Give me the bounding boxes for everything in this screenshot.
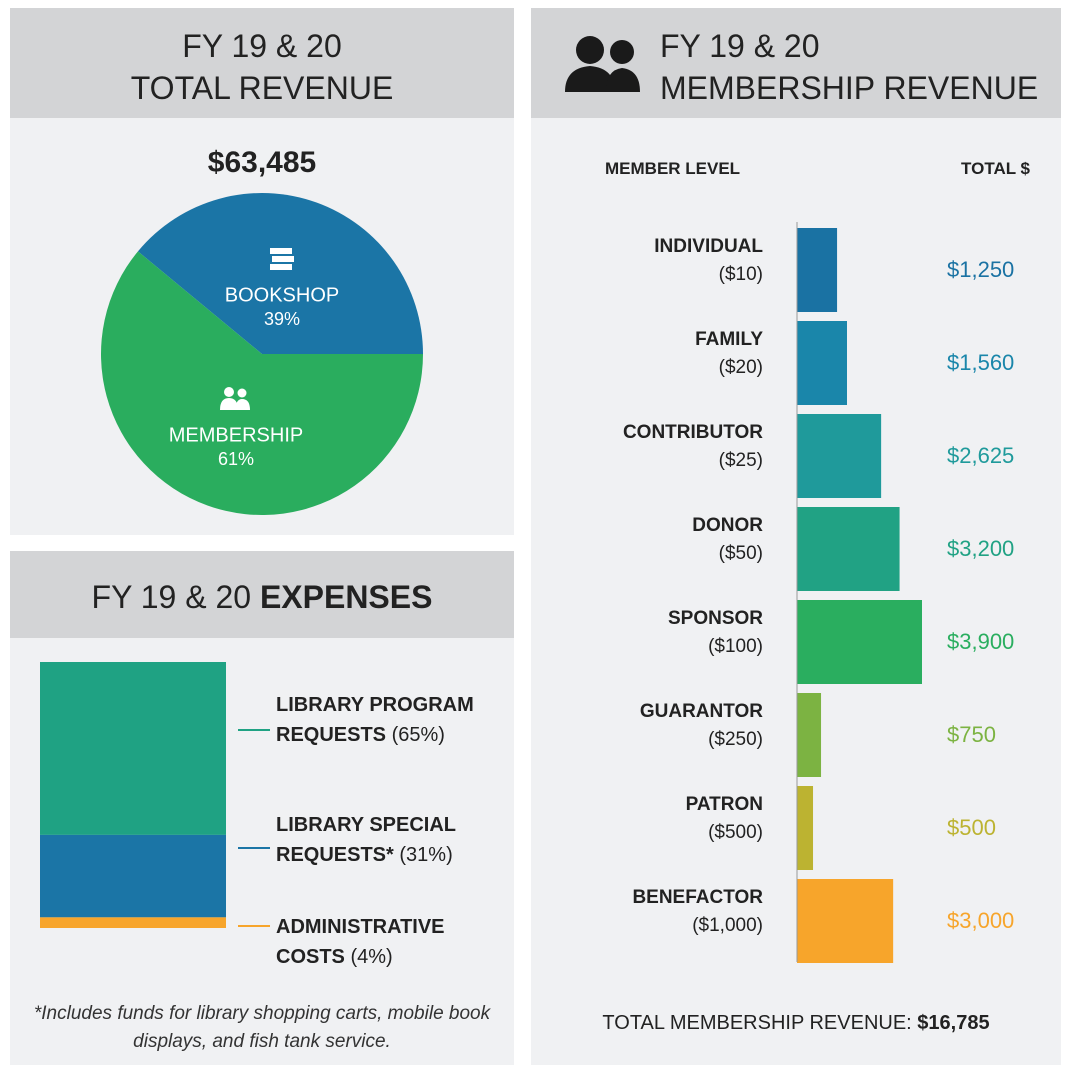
category-price: ($250) bbox=[708, 729, 763, 750]
people-icon bbox=[220, 398, 238, 410]
revenue-title-emphasis: TOTAL REVENUE bbox=[130, 70, 394, 106]
header-people-icon bbox=[565, 36, 640, 92]
people-icon bbox=[237, 388, 247, 398]
value-label: $1,250 bbox=[947, 257, 1015, 282]
category-price: ($20) bbox=[718, 357, 763, 378]
book-icon bbox=[270, 264, 292, 270]
legend-name: LIBRARY PROGRAM REQUESTS bbox=[276, 694, 474, 746]
value-label: $2,625 bbox=[947, 443, 1015, 468]
category-label: DONOR ($50) bbox=[692, 512, 763, 568]
category-name: FAMILY bbox=[695, 329, 763, 350]
legend-entry: LIBRARY SPECIAL REQUESTS* (31%) bbox=[276, 810, 481, 870]
category-price: ($25) bbox=[718, 450, 763, 471]
category-name: BENEFACTOR bbox=[632, 887, 763, 908]
stack-segment bbox=[40, 662, 226, 835]
value-label: $3,900 bbox=[947, 629, 1015, 654]
bar bbox=[797, 786, 814, 870]
book-icon bbox=[272, 256, 294, 262]
revenue-title: FY 19 & 20 bbox=[182, 28, 342, 64]
legend-entry: LIBRARY PROGRAM REQUESTS (65%) bbox=[276, 690, 481, 750]
category-label: GUARANTOR ($250) bbox=[640, 698, 763, 754]
stack-segment bbox=[40, 834, 226, 918]
bar bbox=[797, 507, 900, 591]
revenue-header bbox=[10, 8, 514, 118]
category-price: ($500) bbox=[708, 822, 763, 843]
total-value: $16,785 bbox=[917, 1012, 990, 1034]
value-heading: TOTAL $ bbox=[961, 159, 1030, 178]
category-price: ($50) bbox=[718, 543, 763, 564]
category-name: PATRON bbox=[685, 794, 763, 815]
value-label: $500 bbox=[947, 815, 996, 840]
stack-segment bbox=[40, 917, 226, 928]
pie-value: 39% bbox=[264, 309, 300, 329]
legend-name: ADMINISTRATIVE COSTS bbox=[276, 916, 445, 968]
book-icon bbox=[270, 248, 292, 254]
expenses-title-text: FY 19 & 20 bbox=[91, 579, 252, 615]
expenses-header bbox=[10, 551, 514, 638]
category-name: SPONSOR bbox=[667, 608, 763, 629]
bar bbox=[797, 228, 838, 312]
people-icon bbox=[224, 387, 234, 397]
total-label: TOTAL MEMBERSHIP REVENUE: bbox=[602, 1012, 912, 1034]
value-label: $1,560 bbox=[947, 350, 1015, 375]
footnote: *Includes funds for library shopping car… bbox=[33, 1003, 491, 1052]
pie-slice bbox=[100, 251, 424, 515]
membership-title: FY 19 & 20 bbox=[660, 28, 820, 64]
value-label: $750 bbox=[947, 722, 996, 747]
membership-title-emphasis: MEMBERSHIP REVENUE bbox=[660, 70, 1039, 106]
bar bbox=[797, 879, 894, 963]
category-label: PATRON ($500) bbox=[686, 791, 763, 847]
bar bbox=[797, 600, 922, 684]
category-price: ($1,000) bbox=[692, 915, 763, 936]
pie-slice bbox=[137, 193, 423, 354]
category-name: INDIVIDUAL bbox=[654, 236, 763, 257]
people-icon bbox=[235, 399, 250, 410]
legend-value: (4%) bbox=[350, 946, 393, 968]
category-label: INDIVIDUAL ($10) bbox=[654, 233, 763, 289]
pie-label: MEMBERSHIP bbox=[169, 424, 303, 446]
category-name: GUARANTOR bbox=[639, 701, 763, 722]
membership-panel bbox=[531, 8, 1061, 1065]
category-label: CONTRIBUTOR ($25) bbox=[623, 419, 763, 475]
legend-value: (65%) bbox=[391, 724, 445, 746]
category-label: FAMILY ($20) bbox=[695, 326, 763, 382]
category-heading: MEMBER LEVEL bbox=[605, 159, 741, 178]
value-label: $3,200 bbox=[947, 536, 1015, 561]
revenue-total: $63,485 bbox=[207, 146, 317, 179]
value-label: $3,000 bbox=[947, 908, 1015, 933]
bar bbox=[797, 414, 882, 498]
legend-value: (31%) bbox=[399, 844, 453, 866]
bar bbox=[797, 693, 822, 777]
category-name: CONTRIBUTOR bbox=[622, 422, 763, 443]
pie-label: BOOKSHOP bbox=[225, 284, 339, 306]
legend-entry: ADMINISTRATIVE COSTS (4%) bbox=[276, 912, 481, 972]
category-label: BENEFACTOR ($1,000) bbox=[632, 884, 763, 940]
legend-name: LIBRARY SPECIAL REQUESTS* bbox=[276, 814, 456, 866]
category-label: SPONSOR ($100) bbox=[668, 605, 763, 661]
expenses-title-emphasis: EXPENSES bbox=[259, 579, 433, 615]
pie-value: 61% bbox=[218, 449, 254, 469]
expenses-title: FY 19 & 20 EXPENSES bbox=[10, 577, 514, 617]
bar bbox=[797, 321, 847, 405]
category-price: ($10) bbox=[718, 264, 763, 285]
category-name: DONOR bbox=[692, 515, 763, 536]
membership-total: TOTAL MEMBERSHIP REVENUE: $16,785 bbox=[531, 1012, 1061, 1035]
category-price: ($100) bbox=[708, 636, 763, 657]
